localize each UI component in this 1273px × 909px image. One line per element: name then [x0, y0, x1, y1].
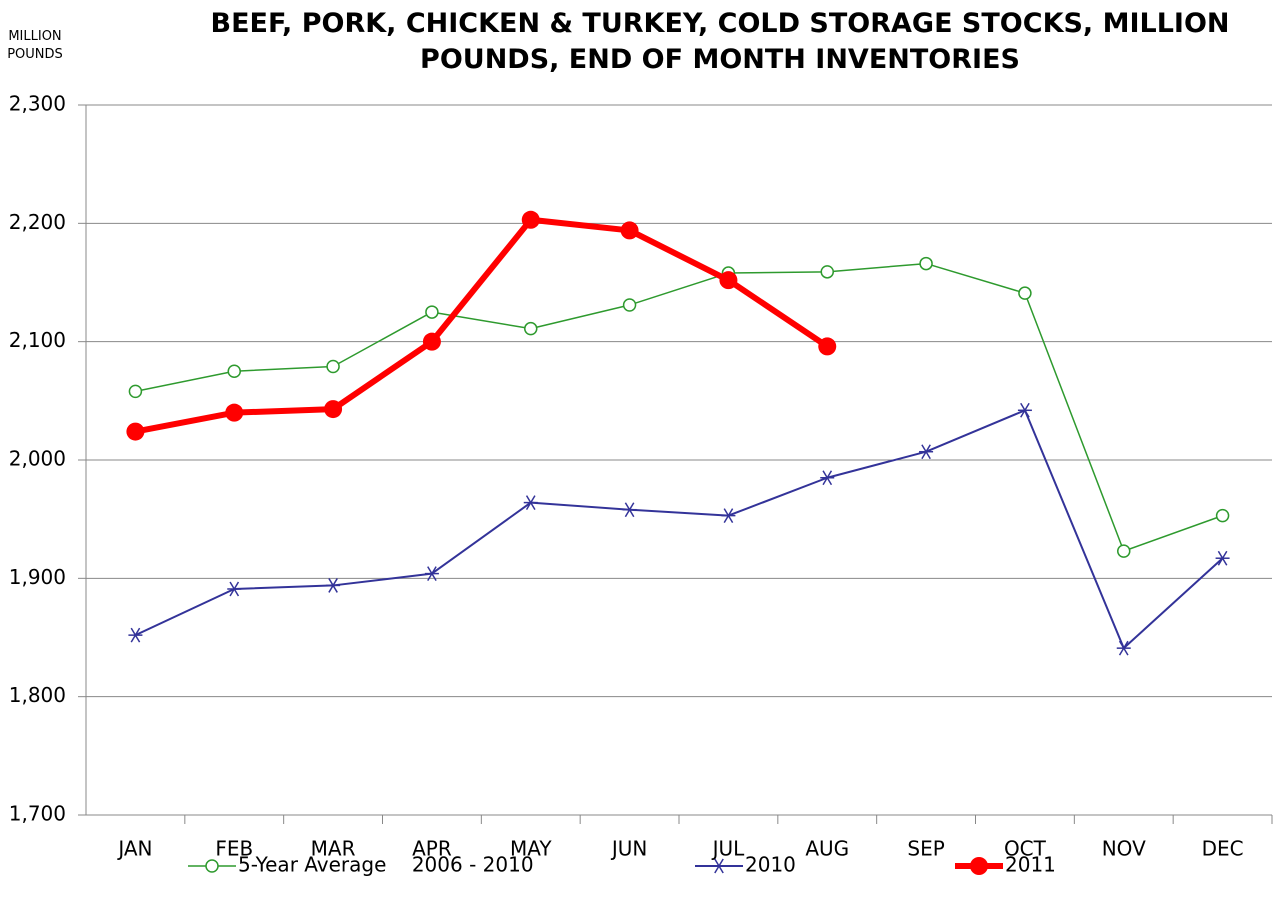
y-tick-label: 2,200: [9, 210, 66, 234]
point-stroke: [1217, 550, 1228, 566]
point: [820, 265, 834, 279]
y-tick-label: 2,300: [9, 92, 66, 116]
point-stroke: [427, 566, 437, 581]
point: [524, 321, 538, 336]
x-tick-label: OCT: [1004, 837, 1047, 861]
point: [818, 337, 837, 356]
point: [1018, 286, 1032, 300]
point: [1215, 508, 1230, 523]
point-stroke: [723, 508, 734, 524]
legend-marker: [970, 857, 988, 875]
point-stroke: [714, 858, 724, 874]
point: [719, 271, 738, 290]
point: [126, 422, 145, 441]
point: [225, 403, 244, 422]
series-line: [134, 216, 829, 435]
point: [1215, 550, 1230, 566]
x-tick-label: FEB: [215, 837, 253, 861]
series-line: [134, 409, 1224, 650]
y-axis-label: MILLION POUNDS: [7, 29, 63, 62]
point: [326, 578, 341, 593]
point: [422, 332, 441, 351]
legend-label: 2011: [1005, 853, 1056, 877]
series-line: [135, 262, 1223, 552]
point: [919, 256, 933, 271]
legend-marker: [205, 859, 219, 873]
x-tick-label: JUL: [711, 837, 746, 861]
point: [128, 627, 143, 643]
point: [227, 364, 241, 378]
point-stroke: [921, 444, 931, 460]
point-stroke: [1020, 402, 1030, 418]
point-stroke: [130, 627, 141, 643]
y-tick-label: 1,800: [9, 683, 66, 707]
point-stroke: [1118, 640, 1129, 656]
x-tick-label: MAR: [311, 837, 356, 861]
x-tick-label: APR: [412, 837, 452, 861]
point: [620, 221, 639, 240]
point: [1017, 402, 1032, 418]
point: [128, 384, 143, 399]
point: [919, 444, 934, 460]
legend-label: 2010: [745, 853, 796, 877]
point: [820, 470, 835, 486]
point: [622, 502, 637, 518]
point: [425, 305, 439, 319]
point-stroke: [822, 470, 833, 486]
point: [424, 566, 439, 581]
point-stroke: [229, 581, 240, 597]
point: [622, 298, 637, 312]
y-tick-label: 1,900: [9, 565, 66, 589]
point: [523, 495, 538, 510]
x-tick-label: NOV: [1102, 837, 1146, 861]
y-tick-label: 1,700: [9, 802, 66, 826]
point-stroke: [624, 502, 635, 518]
y-tick-label: 2,000: [9, 447, 66, 471]
y-tick-label: 2,100: [9, 328, 66, 352]
x-tick-label: JAN: [116, 837, 152, 861]
x-tick-label: DEC: [1202, 837, 1244, 861]
point: [1117, 544, 1131, 558]
x-tick-label: JUN: [610, 837, 648, 861]
point: [521, 210, 540, 229]
point: [721, 508, 736, 524]
x-tick-label: SEP: [907, 837, 944, 861]
x-tick-label: MAY: [510, 837, 552, 861]
point-stroke: [525, 495, 536, 510]
legend-label: 5-Year Average 2006 - 2010: [238, 853, 534, 877]
legend-marker: [712, 858, 726, 874]
chart-title: BEEF, PORK, CHICKEN & TURKEY, COLD STORA…: [210, 8, 1230, 75]
point: [227, 581, 242, 597]
point: [324, 400, 343, 419]
point: [326, 359, 340, 374]
x-tick-label: AUG: [805, 837, 849, 861]
point-stroke: [328, 578, 338, 593]
point: [1116, 640, 1131, 656]
